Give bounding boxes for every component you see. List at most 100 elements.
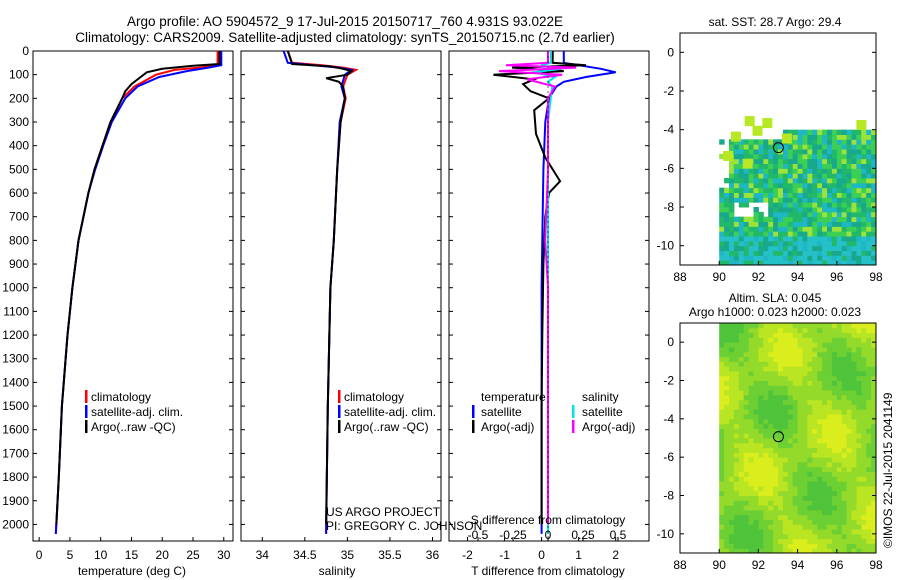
sst-cell [856,192,862,198]
sst-cell [719,139,725,145]
sst-cell [807,255,813,261]
sst-cell [753,240,759,247]
sla-cell [782,481,789,487]
sla-cell [866,519,872,525]
sla-cell [812,433,818,439]
sla-cell [797,495,803,501]
sla-cell [773,414,779,420]
sla-cell [719,418,725,425]
sla-cell [743,418,750,425]
sla-cell [787,390,794,396]
sla-cell [753,438,759,444]
sla-cell [871,485,877,492]
sla-cell [866,351,872,358]
sst-cell [733,240,740,247]
sla-cell [719,390,725,396]
sst-cell [802,231,808,237]
sla-cell [812,519,818,525]
sst-cell [738,192,745,198]
sst-cell [792,168,799,174]
sla-cell [719,543,725,549]
sst-cell [846,250,852,256]
sst-cell [802,144,808,150]
sla-cell [802,438,808,444]
sla-cell [807,385,813,391]
sst-cell [778,163,784,169]
sst-cell [866,178,872,184]
sst-cell [851,129,857,135]
sla-cell [851,438,857,444]
sla-cell [782,361,789,367]
sst-cell [738,139,745,145]
sla-cell [851,361,857,367]
sst-map-title: sat. SST: 28.7 Argo: 29.4 [709,15,842,29]
sla-cell [841,500,848,506]
sla-cell [817,548,823,554]
sst-cell [856,207,862,213]
sla-cell [836,490,843,496]
sla-cell [748,442,754,449]
sla-cell [782,366,789,372]
sla-cell [724,409,730,415]
sla-cell [719,366,725,372]
sla-cell [748,327,754,334]
sla-cell [871,481,877,487]
sla-cell [817,356,823,362]
sla-cell [782,519,789,525]
sst-cell [807,187,813,193]
sla-cell [866,538,872,544]
sla-cell [861,428,867,434]
sst-cell [802,211,808,218]
sla-cell [827,428,833,434]
sla-cell [851,390,857,396]
sst-cell [748,245,754,251]
sla-cell [773,442,779,449]
sla-cell [822,509,828,516]
sla-cell [836,529,843,535]
sst-cell [841,197,848,203]
sla-cell [748,385,754,391]
sla-cell [763,466,769,473]
sla-cell [748,466,754,473]
sla-cell [797,490,803,496]
sst-cell [797,168,803,174]
sla-cell [729,370,735,377]
sla-cell [778,423,784,429]
sla-cell [822,394,828,401]
sst-cell [743,197,750,203]
sst-cell [763,168,769,174]
sst-cell [851,139,857,145]
sla-cell [831,351,838,358]
sla-cell [807,409,813,415]
sla-cell [822,399,828,405]
sla-cell [787,361,794,367]
sla-cell [866,461,872,468]
sla-cell [782,409,789,415]
sla-cell [763,346,769,353]
sst-cell [807,139,813,145]
sst-cell [817,134,823,140]
sla-cell [729,500,735,506]
sla-cell [856,452,862,458]
sst-cell [846,240,852,247]
sst-cell [758,173,764,179]
sla-cell [871,543,877,549]
sst-cell [841,158,848,164]
sla-cell [861,548,867,554]
sla-cell [738,380,745,386]
x-tick-label: 0 [538,548,545,562]
sla-cell [733,538,740,544]
sla-cell [817,433,823,439]
sla-cell [856,466,862,473]
sla-cell [797,461,803,468]
sla-cell [831,524,838,530]
sla-cell [773,351,779,358]
y-tick-label: 500 [9,162,29,176]
sla-cell [841,461,848,468]
sst-cell [802,182,808,189]
sla-cell [856,505,862,511]
sst-cell [768,250,774,256]
sla-cell [871,529,877,535]
sla-cell [743,457,750,463]
sst-cell [836,197,843,203]
